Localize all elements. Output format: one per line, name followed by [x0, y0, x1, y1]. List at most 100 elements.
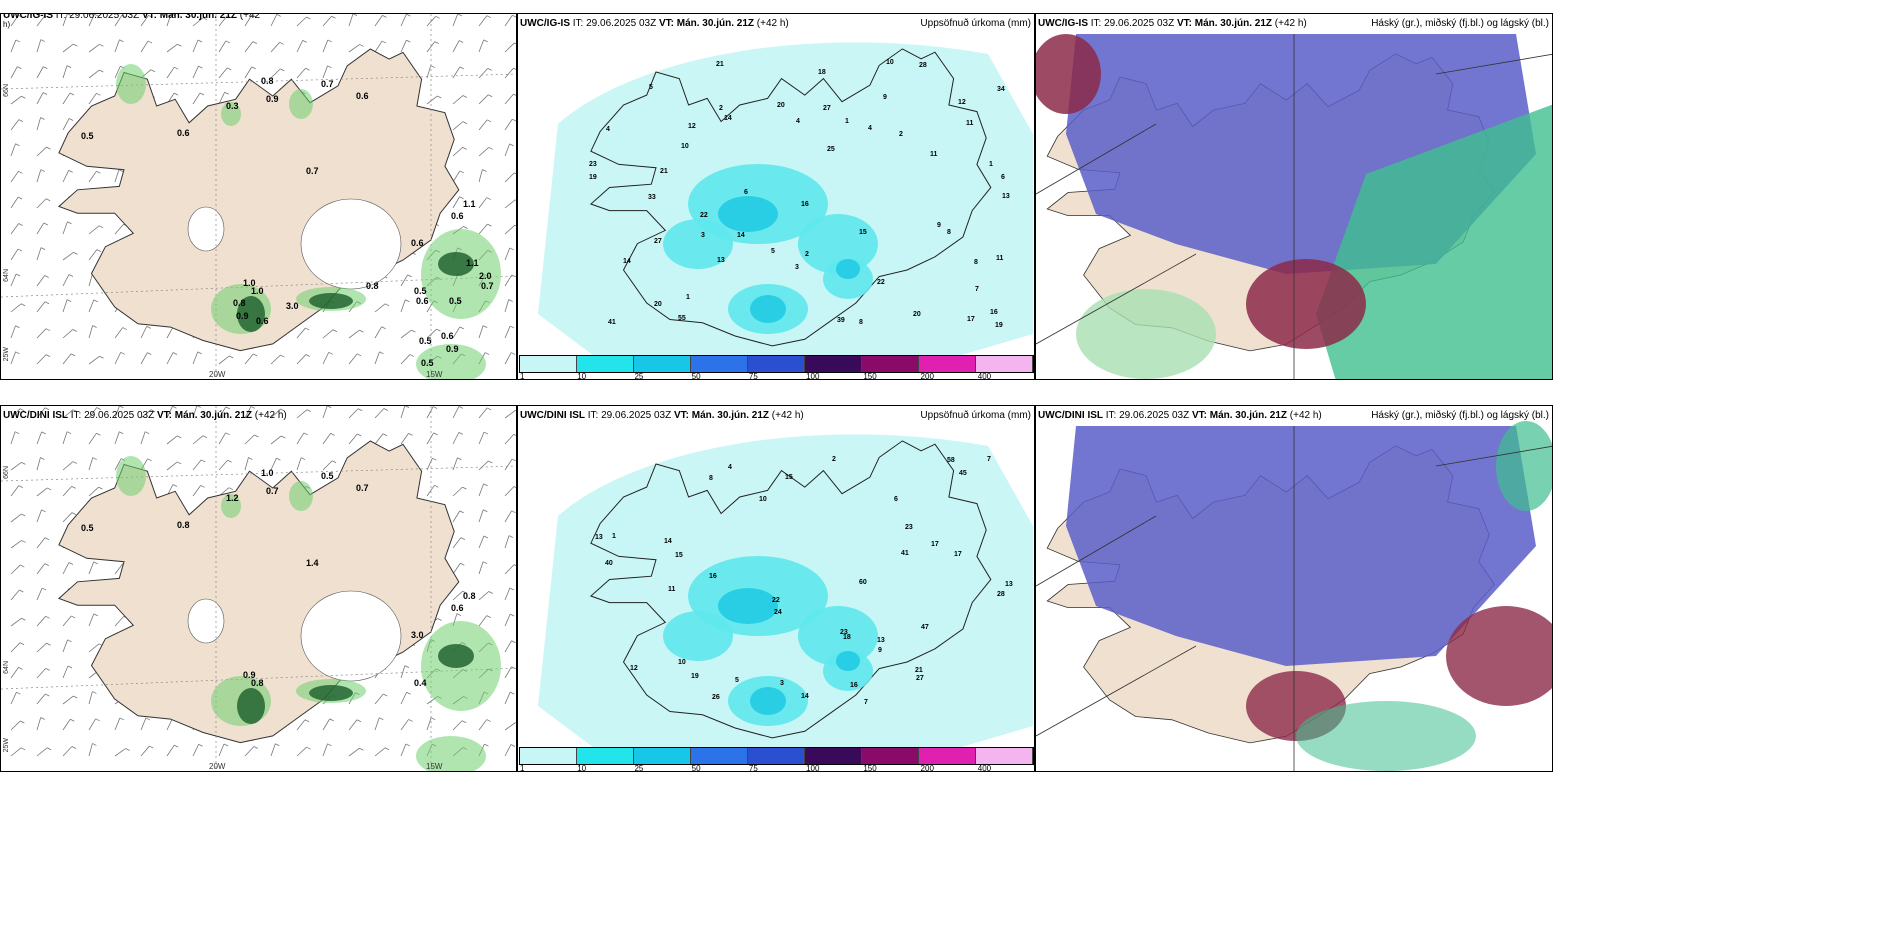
colorbar-tick-label: 150: [863, 372, 877, 380]
wind-barb: [10, 303, 22, 313]
precip-value: 25: [827, 146, 835, 153]
wind-barb-flag: [199, 92, 205, 96]
precip-patch: [221, 102, 241, 126]
model-label: UWC/IG-IS: [3, 13, 53, 21]
wind-barb: [140, 352, 148, 365]
wind-barb-flag: [42, 92, 48, 95]
wind-barb: [88, 433, 97, 445]
wind-barb: [218, 92, 225, 105]
wind-barb: [88, 643, 100, 653]
lat-label-25w: 25W: [3, 738, 10, 753]
wind-barb: [374, 693, 384, 705]
wind-barb: [140, 326, 148, 339]
wind-barb-flag: [327, 743, 332, 747]
wind-barb: [88, 93, 97, 105]
valid-time: VT: Mán. 30.jún. 21Z: [1176, 18, 1272, 29]
wind-barb-flag: [177, 435, 182, 439]
precip-value: 17: [954, 551, 962, 558]
wind-barb: [322, 352, 330, 365]
wind-barb: [400, 406, 406, 419]
precip-value: 15: [785, 474, 793, 481]
wind-barb: [504, 510, 512, 523]
wind-barb-flag: [483, 509, 488, 513]
wind-barb: [36, 693, 46, 705]
wind-barb-flag: [98, 486, 103, 490]
wind-barb-flag: [356, 719, 362, 723]
wind-barb: [478, 119, 488, 131]
wind-barb-flag: [20, 720, 25, 724]
wind-barb: [504, 67, 514, 79]
precip-value: 1: [612, 533, 616, 540]
precip-value: 12: [688, 123, 696, 130]
colorbar-segment: [748, 748, 805, 764]
wind-barb: [452, 326, 461, 339]
wind-barb: [62, 719, 71, 731]
wind-barb: [10, 692, 17, 705]
wind-barb-flag: [20, 564, 25, 568]
wind-barb-flag: [510, 691, 515, 695]
wind-barb: [88, 273, 93, 287]
wind-barb: [322, 65, 328, 79]
wind-barb-flag: [67, 14, 72, 17]
wind-barb-flag: [227, 459, 232, 463]
precip-value: 10: [759, 496, 767, 503]
wind-barb: [140, 745, 150, 757]
wind-barb: [452, 457, 458, 471]
wind-barb: [478, 147, 490, 157]
wind-barb-flag: [302, 39, 307, 43]
wind-barb: [244, 434, 255, 445]
wind-barb: [114, 431, 120, 445]
wind-barb-flag: [248, 457, 253, 460]
wind-barb-flag: [20, 747, 26, 751]
wind-barb: [10, 119, 20, 131]
wind-barb-flag: [460, 562, 465, 566]
wind-barb: [374, 351, 380, 365]
wind-barb: [36, 198, 47, 209]
low-cloud-area: [1446, 606, 1552, 706]
wind-barb: [270, 42, 280, 53]
wind-barb: [400, 299, 406, 313]
wind-barb: [426, 95, 438, 105]
wind-barb-flag: [408, 433, 413, 436]
colorbar-tick-label: 25: [634, 372, 644, 380]
wind-barb-flag: [99, 43, 104, 47]
wind-barb: [10, 564, 21, 575]
colorbar-tick-label: 75: [748, 372, 758, 380]
precip-value: 16: [709, 573, 717, 580]
wind-barb-flag: [15, 39, 21, 43]
wind-barb-flag: [44, 537, 50, 541]
wind-barb: [478, 169, 483, 183]
wind-barb-flag: [45, 693, 50, 697]
precip-mid-area: [663, 611, 733, 661]
wind-barb-flag: [384, 747, 390, 751]
wind-barb: [10, 431, 16, 445]
precip-value: 0.8: [233, 298, 246, 308]
wind-barb-flag: [149, 745, 154, 749]
precip-value: 2.0: [479, 271, 492, 281]
wind-barb: [166, 461, 178, 471]
colorbar-bottom: [519, 747, 1034, 765]
precip-value: 4: [728, 464, 732, 471]
precip-value: 0.6: [451, 211, 464, 221]
wind-barb-flag: [509, 587, 515, 591]
wind-barb: [88, 249, 98, 261]
wind-barb-flag: [99, 69, 104, 73]
wind-barb-flag: [303, 432, 309, 436]
wind-barb: [400, 719, 409, 731]
precip-value: 5: [771, 248, 775, 255]
valid-time: VT: Mán. 30.jún. 21Z: [658, 18, 754, 29]
wind-barb: [478, 509, 484, 523]
wind-barb: [270, 435, 282, 445]
precip-value: 58: [947, 457, 955, 464]
wind-barb: [400, 743, 407, 757]
precip-value: 1.1: [463, 199, 476, 209]
precip-core: [237, 688, 265, 724]
wind-barb: [88, 299, 95, 313]
valid-time: VT: Mán. 30.jún. 21Z: [156, 410, 252, 421]
wind-barb-flag: [459, 326, 464, 330]
wind-barb: [348, 14, 354, 27]
wind-barb-flag: [15, 325, 20, 329]
precip-patch: [416, 344, 486, 379]
wind-barb: [504, 143, 510, 157]
wind-barb: [296, 67, 306, 79]
